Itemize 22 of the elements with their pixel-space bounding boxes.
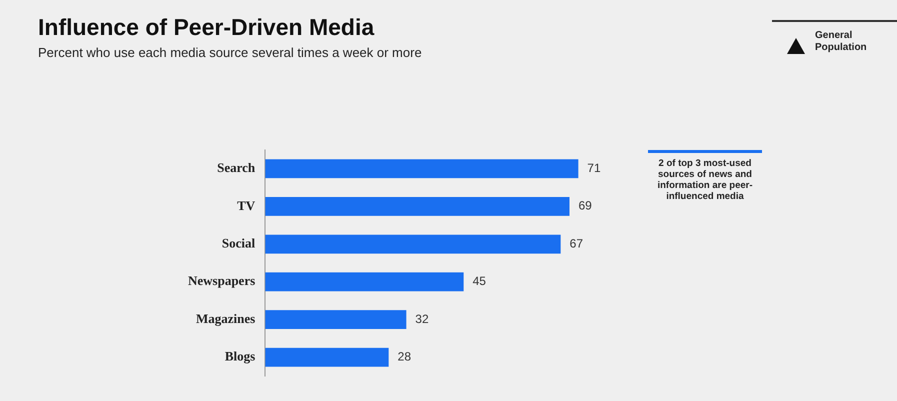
chart-title: Influence of Peer-Driven Media: [38, 14, 374, 41]
bar: [265, 234, 561, 254]
y-tick-label: TV: [237, 198, 256, 213]
y-tick-label: Blogs: [224, 348, 256, 364]
data-label: 28: [398, 350, 412, 364]
data-label: 71: [587, 160, 601, 175]
bar: [265, 272, 464, 292]
data-label: 67: [570, 236, 584, 250]
data-label: 32: [415, 312, 429, 326]
y-tick-label: Newspapers: [188, 273, 256, 288]
chart-subtitle: Percent who use each media source several times a week or more: [38, 45, 422, 60]
bar: [265, 348, 389, 367]
text: 2 of top 3 most-used sources of news and information are peer-influenced media: [656, 158, 754, 202]
y-tick-label: Magazines: [196, 310, 256, 326]
bar: [265, 196, 570, 216]
data-label: 69: [578, 198, 592, 213]
y-tick-label: Search: [217, 160, 256, 176]
text: General Population: [815, 30, 868, 54]
data-label: 45: [472, 274, 486, 288]
bar: [265, 159, 578, 178]
bar: [265, 310, 406, 330]
y-tick-label: Social: [222, 235, 256, 250]
